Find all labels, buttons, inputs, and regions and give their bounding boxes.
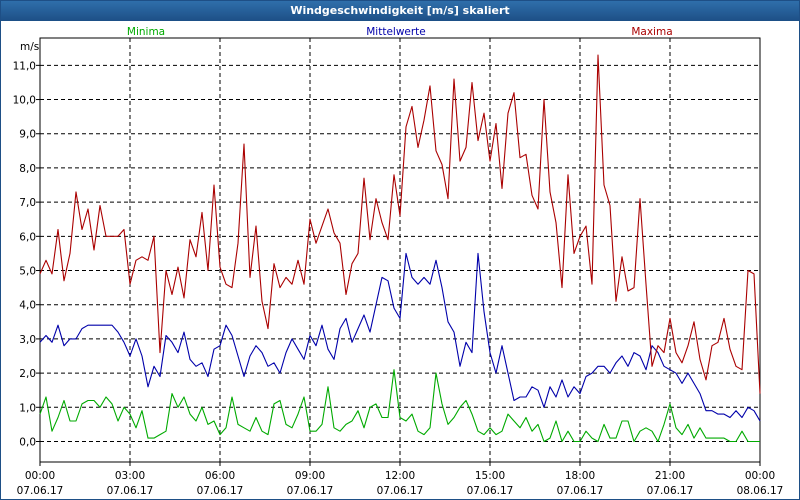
window-title: Windgeschwindigkeit [m/s] skaliert [1,1,799,21]
x-tick-date: 07.06.17 [107,485,154,497]
x-tick-date: 07.06.17 [467,485,514,497]
x-tick-time: 09:00 [295,470,325,482]
x-tick-time: 12:00 [385,470,415,482]
legend-minima: Minima [127,26,165,38]
y-tick-label: 4,0 [19,300,36,312]
series-line-mittelwerte [39,252,761,422]
y-tick-label: 10,0 [13,95,36,107]
y-tick-label: 2,0 [19,368,36,380]
y-tick-label: 9,0 [19,129,36,141]
legend-maxima: Maxima [631,26,672,38]
y-tick-label: 1,0 [19,402,36,414]
x-tick-date: 07.06.17 [17,485,64,497]
y-axis-label: m/s [20,41,39,53]
x-tick-date: 07.06.17 [647,485,694,497]
y-tick-label: 8,0 [19,163,36,175]
series-lines [39,54,761,443]
legend-mittelwerte: Mittelwerte [366,26,426,38]
y-tick-label: 6,0 [19,231,36,243]
x-tick-date: 08.06.17 [737,485,784,497]
y-tick-label: 0,0 [19,436,36,448]
x-tick-date: 07.06.17 [197,485,244,497]
x-tick-time: 03:00 [115,470,145,482]
x-tick-time: 18:00 [565,470,595,482]
y-tick-label: 11,0 [13,60,36,72]
y-tick-label: 5,0 [19,266,36,278]
x-tick-time: 00:00 [745,470,775,482]
x-tick-date: 07.06.17 [287,485,334,497]
series-line-minima [39,369,760,443]
y-axis-ticks: 0,0 1,0 2,0 3,0 4,0 5,0 6,0 7,0 8,0 9,0 10,0 11,0 [13,60,40,448]
legend: Minima Mittelwerte Maxima [127,26,673,38]
x-axis-ticks: 00:00 07.06.17 03:00 07.06.17 06:00 07.06.17 0… [17,462,784,497]
x-tick-time: 21:00 [655,470,685,482]
y-tick-label: 3,0 [19,334,36,346]
x-tick-time: 06:00 [205,470,235,482]
series-line-maxima [39,54,761,394]
x-tick-date: 07.06.17 [377,485,424,497]
x-tick-date: 07.06.17 [557,485,604,497]
x-tick-time: 00:00 [25,470,55,482]
y-tick-label: 7,0 [19,197,36,209]
x-tick-time: 15:00 [475,470,505,482]
